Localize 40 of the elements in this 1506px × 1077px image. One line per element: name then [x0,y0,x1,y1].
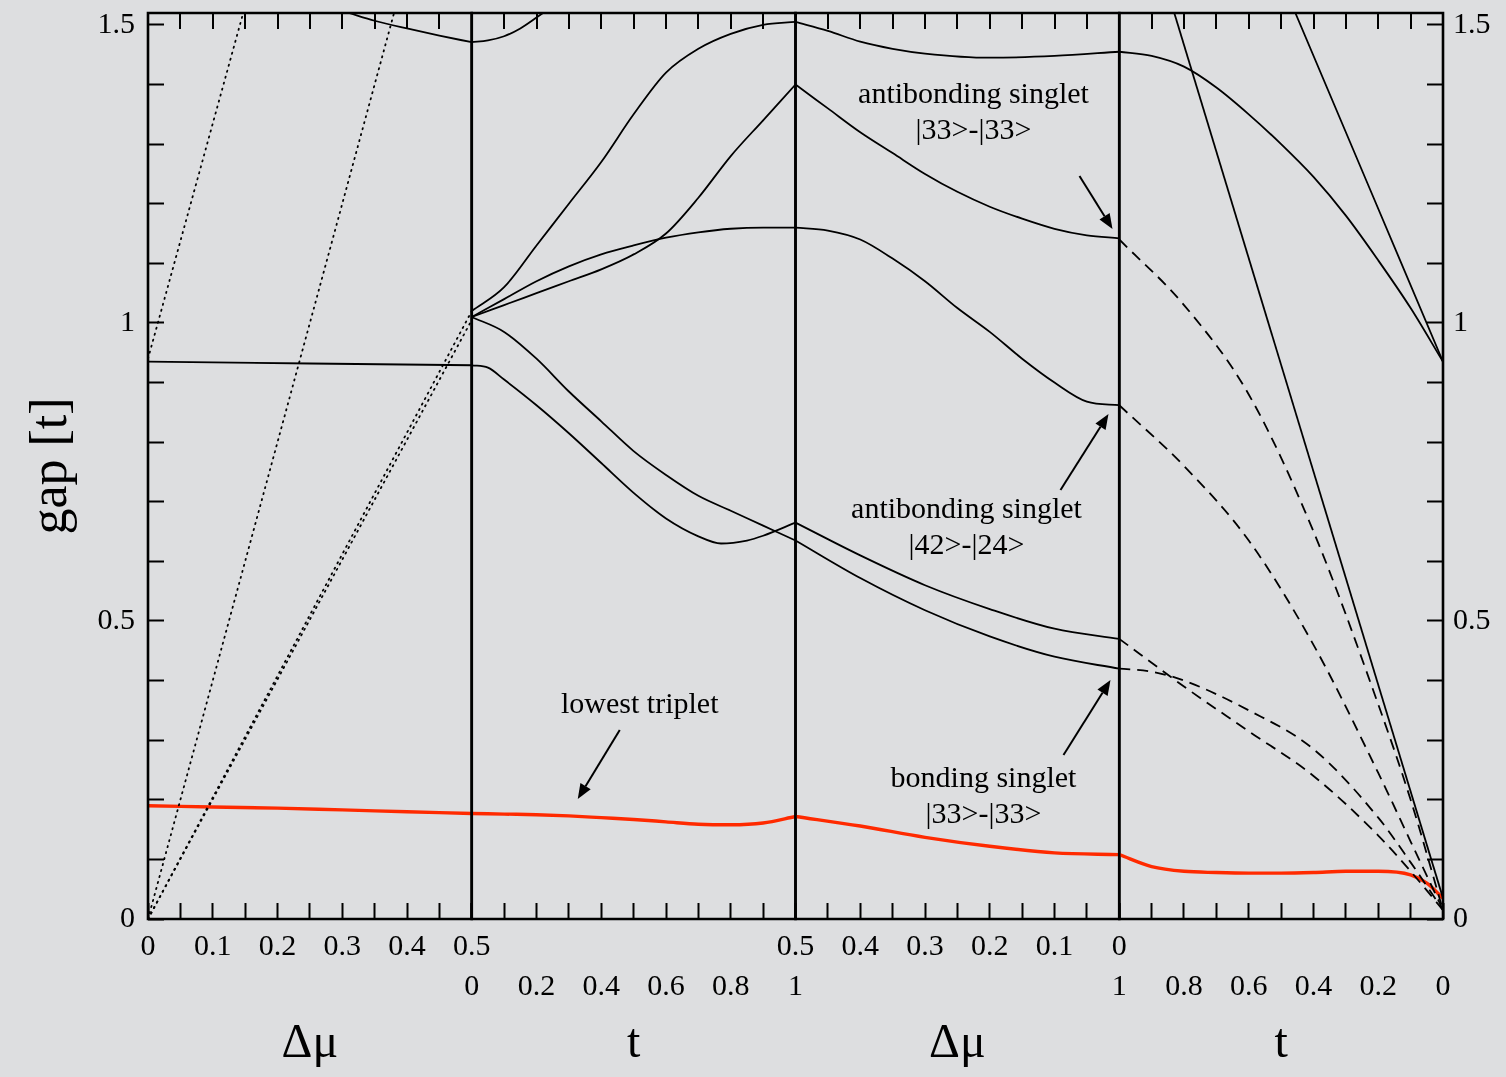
x-tick-label: 0.4 [388,927,426,961]
y-tick-label: 0.5 [97,601,135,635]
x-tick-label: 0.8 [1165,967,1203,1001]
y2-tick-label: 0 [1453,899,1468,933]
x-tick-label: 0.3 [906,927,944,961]
annotation: lowest triplet [561,685,719,721]
x-tick-label: 0.2 [1359,967,1397,1001]
x-tick-label: 0 [1435,967,1451,1001]
x-tick-label: 0.5 [453,927,491,961]
annotation: antibonding singlet |33>-|33> [858,75,1089,147]
x-tick-label: 0.4 [841,927,879,961]
y-tick-label: 1 [120,303,135,337]
x-tick-label: 1 [1111,967,1127,1001]
x-axis-title: t [626,1013,641,1067]
x-tick-label: 0.4 [582,967,620,1001]
x-tick-label: 0.1 [194,927,232,961]
x-tick-label: 0.2 [517,967,556,1001]
x-tick-label: 0.6 [1230,967,1268,1001]
x-tick-label: 0.2 [258,927,297,961]
x-tick-label: 0.5 [776,927,815,961]
y-axis-title: gap [t] [19,397,77,535]
y2-tick-label: 1 [1453,303,1468,337]
x-tick-label: 0 [464,967,480,1001]
x-tick-label: 0.3 [323,927,361,961]
x-tick-label: 0 [1111,927,1127,961]
y2-tick-label: 1.5 [1453,5,1491,39]
y-tick-label: 0 [120,899,135,933]
x-tick-label: 1 [788,967,803,1001]
annotation: bonding singlet |33>-|33> [890,759,1077,831]
x-axis-title: Δμ [281,1013,339,1067]
y2-tick-label: 0.5 [1453,601,1491,635]
x-tick-label: 0.4 [1294,967,1333,1001]
x-tick-label: 0.8 [712,967,750,1001]
x-axis-title: Δμ [929,1013,986,1067]
annotation: antibonding singlet |42>-|24> [851,490,1082,562]
y-tick-label: 1.5 [97,5,135,39]
x-tick-label: 0.1 [1035,927,1074,961]
x-tick-label: 0.2 [971,927,1009,961]
x-tick-label: 0.6 [647,967,685,1001]
x-axis-title: t [1274,1013,1289,1067]
